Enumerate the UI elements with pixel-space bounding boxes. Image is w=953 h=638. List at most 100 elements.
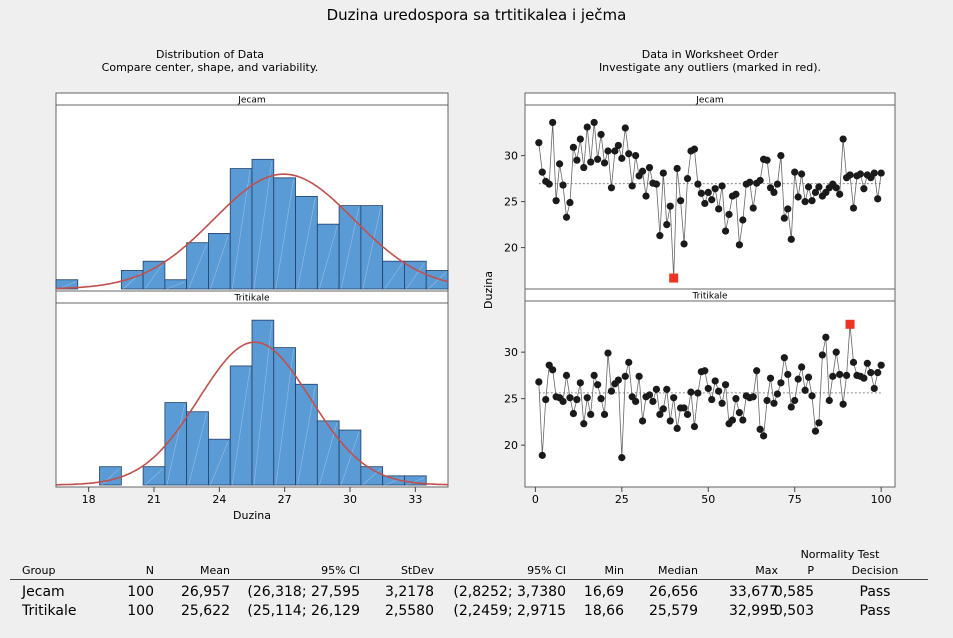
data-point [732,395,740,403]
histogram-x-axis-title: Duzina [233,509,271,522]
data-point [618,154,626,162]
table-cell: 26,957 [181,584,230,600]
data-point [614,141,622,150]
data-point [877,169,885,177]
data-point [801,198,809,206]
data-point [607,184,616,192]
table-cell: 26,656 [649,584,698,600]
data-point [708,196,716,204]
histogram-bar-hatch [144,468,164,486]
order-y-tick-label: 30 [504,346,518,359]
data-point [663,385,671,393]
data-point [787,235,795,243]
data-point [559,181,567,189]
data-point [746,178,754,186]
table-cell: 0,585 [773,584,814,600]
data-point [573,156,581,164]
data-point [808,392,816,400]
data-point [836,370,844,379]
histogram-bar-hatch [210,441,229,486]
data-point [701,199,709,208]
data-point [798,363,806,371]
data-point [690,145,699,153]
data-point [594,381,602,389]
table-header-cell: StDev [400,564,434,577]
data-point [829,372,837,380]
data-point [791,168,799,176]
table-cell: Tritikale [22,603,77,619]
data-point [732,190,740,198]
histogram-bar-hatch [319,226,338,290]
data-point [718,399,726,407]
table-cell: 3,2178 [385,584,434,600]
histogram-bar-hatch [362,468,381,486]
table-cell: Pass [859,584,891,600]
normal-fit-curve [55,341,449,486]
data-point [659,405,667,413]
order-x-tick-label: 25 [615,493,629,506]
data-point [874,369,882,377]
order-x-tick-label: 0 [532,493,539,506]
table-cell: 25,622 [181,603,230,619]
histogram-bar-hatch [101,468,120,486]
histogram-bar [208,233,231,290]
data-point [645,391,654,399]
data-point [763,156,771,164]
data-point [649,397,657,406]
table-cell: 0,503 [773,603,814,619]
data-point [566,394,574,402]
data-point [784,205,792,213]
histogram-bar-hatch [428,272,447,290]
data-point [625,358,633,366]
data-point [604,349,612,357]
data-point [839,400,847,408]
data-point [635,372,643,380]
data-point [666,202,674,210]
data-point [735,241,743,249]
histogram-strip-0 [55,92,449,106]
histogram-bar-hatch [384,477,403,486]
histogram-bar [164,279,188,290]
data-point [773,390,782,398]
histogram-bar-hatch [188,413,207,486]
data-point [739,216,747,224]
table-cell: 2,5580 [385,603,434,619]
histogram-bar [55,279,79,290]
order-y-tick-label: 30 [504,150,518,163]
data-point [569,409,578,418]
order-x-tick-label: 75 [788,493,802,506]
data-point [718,182,726,190]
order-y-tick-label: 25 [504,196,518,209]
table-cell: Pass [859,603,891,619]
data-point [856,170,865,178]
data-point [590,371,598,379]
data-point [818,351,826,359]
data-point [860,374,868,382]
data-point [638,417,647,425]
data-point [842,371,851,379]
data-point [666,417,674,425]
order-strip-0 [524,92,896,106]
data-point [877,361,885,369]
data-point [600,410,609,419]
data-point [846,171,854,179]
data-point [587,410,595,419]
order-y-tick-label: 20 [504,439,518,452]
data-point [704,188,712,196]
table-header-cell: Decision [851,564,899,577]
left-panel-subtitle: Compare center, shape, and variability. [102,61,319,74]
data-point [832,184,840,192]
data-point [628,182,636,190]
data-point [711,185,719,193]
table-header-cell: Max [755,564,778,577]
histogram-bar-hatch [340,431,360,486]
data-point [580,163,588,172]
histogram-x-tick-label: 21 [147,493,161,506]
data-point [849,358,858,366]
data-point [562,213,571,221]
table-header-cell: P [807,564,814,577]
order-strip-1 [524,288,896,302]
data-point [614,376,622,384]
data-point [849,204,858,212]
data-point [545,180,553,188]
